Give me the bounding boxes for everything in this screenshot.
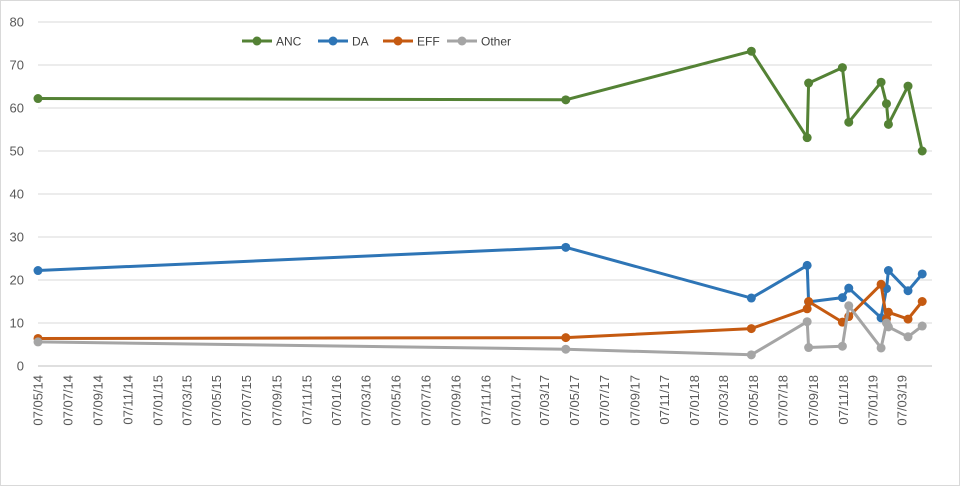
legend-label-da: DA bbox=[352, 35, 369, 49]
legend-label-anc: ANC bbox=[276, 35, 302, 49]
x-tick-label: 07/03/18 bbox=[716, 375, 731, 426]
data-point-other bbox=[746, 350, 756, 360]
data-point-anc bbox=[804, 78, 814, 88]
x-tick-label: 07/01/17 bbox=[508, 375, 523, 426]
y-tick-label: 40 bbox=[10, 187, 24, 202]
data-point-anc bbox=[881, 99, 891, 109]
data-point-anc bbox=[33, 94, 43, 104]
data-point-da bbox=[883, 266, 893, 276]
x-tick-label: 07/07/16 bbox=[418, 375, 433, 426]
x-tick-label: 07/09/16 bbox=[449, 375, 464, 426]
x-tick-label: 07/09/14 bbox=[91, 375, 106, 426]
x-tick-label: 07/07/18 bbox=[776, 375, 791, 426]
data-point-other bbox=[804, 343, 814, 353]
x-tick-label: 07/01/18 bbox=[687, 375, 702, 426]
x-tick-label: 07/01/15 bbox=[150, 375, 165, 426]
legend-marker-da bbox=[328, 36, 338, 46]
x-tick-label: 07/09/18 bbox=[806, 375, 821, 426]
data-point-other bbox=[917, 321, 927, 331]
x-tick-label: 07/11/16 bbox=[478, 375, 493, 425]
data-point-da bbox=[33, 266, 43, 276]
data-point-da bbox=[746, 293, 756, 303]
y-tick-label: 0 bbox=[17, 359, 24, 374]
data-point-eff bbox=[746, 324, 756, 334]
series-line-other bbox=[36, 304, 924, 357]
series-line-anc bbox=[36, 49, 924, 153]
y-tick-label: 20 bbox=[10, 273, 24, 288]
series-line-eff bbox=[36, 282, 924, 340]
data-point-other bbox=[876, 343, 886, 353]
data-point-other bbox=[802, 317, 812, 327]
data-point-da bbox=[844, 283, 854, 293]
data-point-other bbox=[33, 337, 43, 347]
x-tick-label: 07/07/15 bbox=[239, 375, 254, 426]
x-tick-label: 07/07/14 bbox=[60, 375, 75, 426]
x-tick-label: 07/03/17 bbox=[537, 375, 552, 426]
data-point-anc bbox=[837, 63, 847, 73]
data-point-da bbox=[802, 260, 812, 270]
data-point-anc bbox=[802, 133, 812, 143]
data-point-eff bbox=[802, 304, 812, 314]
data-point-eff bbox=[903, 314, 913, 324]
x-tick-label: 07/01/16 bbox=[329, 375, 344, 426]
y-tick-label: 50 bbox=[10, 144, 24, 159]
x-tick-label: 07/09/15 bbox=[269, 375, 284, 426]
x-tick-label: 07/11/17 bbox=[657, 375, 672, 425]
x-tick-label: 07/05/18 bbox=[746, 375, 761, 426]
data-point-anc bbox=[903, 81, 913, 91]
x-tick-label: 07/11/15 bbox=[299, 375, 314, 425]
data-point-other bbox=[883, 322, 893, 332]
data-point-anc bbox=[746, 46, 756, 56]
data-point-anc bbox=[883, 119, 893, 129]
data-point-other bbox=[844, 301, 854, 311]
data-point-other bbox=[903, 332, 913, 342]
y-tick-label: 60 bbox=[10, 101, 24, 116]
data-point-anc bbox=[876, 77, 886, 87]
y-tick-label: 80 bbox=[10, 15, 24, 30]
x-tick-label: 07/03/16 bbox=[359, 375, 374, 426]
data-point-da bbox=[837, 293, 847, 303]
data-point-eff bbox=[804, 297, 814, 306]
x-tick-label: 07/05/14 bbox=[31, 375, 46, 426]
data-point-eff bbox=[917, 297, 927, 306]
x-tick-label: 07/11/14 bbox=[121, 375, 136, 425]
y-tick-label: 70 bbox=[10, 58, 24, 73]
x-tick-label: 07/05/16 bbox=[388, 375, 403, 426]
y-tick-label: 30 bbox=[10, 230, 24, 245]
data-point-eff bbox=[561, 333, 571, 343]
data-point-eff bbox=[883, 307, 893, 317]
data-point-other bbox=[561, 344, 571, 354]
legend-marker-anc bbox=[252, 36, 262, 46]
data-point-da bbox=[917, 269, 927, 279]
data-point-da bbox=[903, 286, 913, 296]
x-tick-label: 07/01/19 bbox=[866, 375, 881, 426]
x-tick-label: 07/05/17 bbox=[567, 375, 582, 426]
x-tick-label: 07/03/15 bbox=[179, 375, 194, 426]
legend-marker-eff bbox=[393, 36, 403, 46]
x-tick-label: 07/07/17 bbox=[597, 375, 612, 426]
data-point-anc bbox=[561, 95, 571, 105]
series-line-da bbox=[36, 245, 924, 320]
x-tick-label: 07/03/19 bbox=[895, 375, 910, 426]
y-tick-label: 10 bbox=[10, 316, 24, 331]
data-point-da bbox=[561, 242, 571, 252]
x-tick-label: 07/09/17 bbox=[627, 375, 642, 426]
x-tick-label: 07/05/15 bbox=[209, 375, 224, 426]
data-point-anc bbox=[917, 146, 927, 156]
data-point-anc bbox=[844, 117, 854, 127]
legend-marker-other bbox=[457, 36, 467, 46]
legend-label-other: Other bbox=[481, 35, 511, 49]
data-point-eff bbox=[876, 279, 886, 289]
data-point-other bbox=[837, 341, 847, 351]
legend-label-eff: EFF bbox=[417, 35, 440, 49]
x-tick-label: 07/11/18 bbox=[836, 375, 851, 425]
